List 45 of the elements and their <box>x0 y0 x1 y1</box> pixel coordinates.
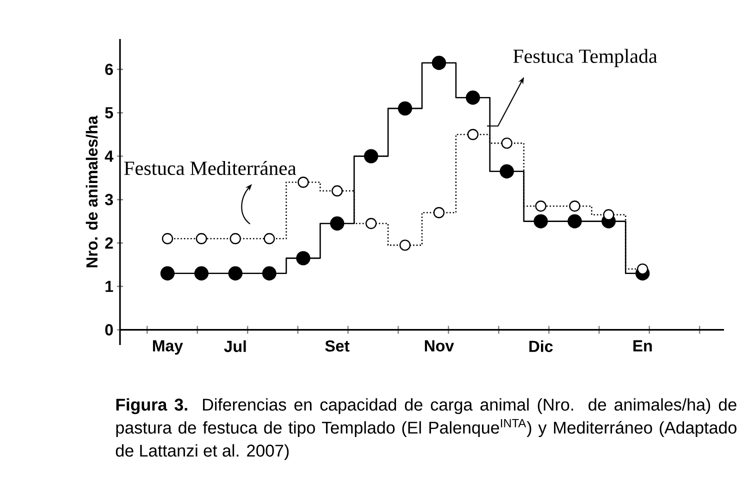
point <box>332 185 343 197</box>
point <box>534 214 548 228</box>
y-tick-label: 6 <box>105 64 113 76</box>
point <box>636 263 648 275</box>
x-tick-label: May <box>153 340 183 355</box>
y-tick-label: 0 <box>105 324 113 336</box>
point <box>262 266 276 280</box>
point <box>162 233 174 244</box>
series-label: Festuca Templada <box>513 48 658 68</box>
y-tick-label: 1 <box>106 280 114 292</box>
point <box>196 233 208 244</box>
y-tick-label: 2 <box>105 237 113 249</box>
x-tick-label: Nov <box>424 340 454 352</box>
point <box>500 164 514 178</box>
x-tick-label: En <box>633 340 652 352</box>
point <box>568 214 582 228</box>
point <box>194 266 209 280</box>
x-tick-label: Dic <box>529 340 553 352</box>
point <box>230 233 241 244</box>
point <box>535 200 546 212</box>
x-tick-label: Jul <box>224 340 246 352</box>
point <box>569 200 580 212</box>
point <box>330 216 344 231</box>
point <box>398 101 412 116</box>
text: Figura 3. Diferencias en capacidad de carga animal (Nro. de animales/ha) de pastura de festuca de tipo Templado (El Palenque$^{INTA}$) y Mediterráneo (Adaptado de Lattanzi et al. 2007) <box>116 398 736 460</box>
point <box>160 266 175 280</box>
point <box>366 218 377 230</box>
point <box>364 149 378 164</box>
y-axis-title: Nro. de animales/ha <box>86 116 98 268</box>
point <box>399 240 411 251</box>
point <box>433 207 445 218</box>
x-tick-label: Set <box>325 340 350 352</box>
point <box>228 266 242 280</box>
point <box>501 138 512 149</box>
y-tick-label: 3 <box>104 194 113 206</box>
series-label: Festuca Mediterránea <box>124 160 296 176</box>
point <box>264 233 275 244</box>
point <box>466 90 480 105</box>
point <box>603 209 614 220</box>
y-tick-label: 5 <box>105 107 114 118</box>
point <box>298 176 309 188</box>
point <box>467 128 478 140</box>
y-tick-label: 4 <box>104 150 114 162</box>
point <box>432 56 446 70</box>
point <box>296 251 310 266</box>
